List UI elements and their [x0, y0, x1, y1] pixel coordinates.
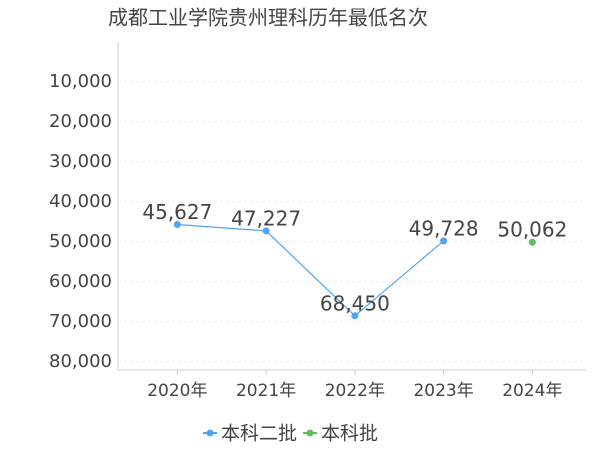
- data-label: 68,450: [320, 291, 390, 315]
- x-tick-label: 2020年: [147, 381, 207, 401]
- data-label: 50,062: [497, 218, 567, 242]
- point: [173, 221, 181, 229]
- x-tick-label: 2023年: [413, 381, 473, 401]
- y-tick-label: 50,000: [49, 231, 112, 252]
- x-tick-label: 2021年: [236, 381, 296, 401]
- y-tick-label: 30,000: [49, 151, 112, 172]
- point: [440, 237, 448, 245]
- x-tick-label: 2024年: [502, 381, 562, 401]
- data-label: 49,728: [409, 216, 479, 240]
- y-tick-label: 80,000: [49, 351, 112, 372]
- x-tick-label: 2022年: [325, 381, 385, 401]
- legend-label: 本科二批: [221, 423, 297, 445]
- legend-marker: [306, 429, 314, 437]
- legend-marker: [206, 429, 214, 437]
- point: [262, 227, 270, 235]
- legend-label: 本科批: [321, 423, 378, 445]
- point: [528, 238, 536, 246]
- y-tick-label: 60,000: [49, 271, 112, 292]
- y-tick-label: 20,000: [49, 111, 112, 132]
- line: [177, 223, 445, 317]
- y-tick-label: 10,000: [49, 71, 112, 92]
- data-label: 45,627: [142, 200, 212, 224]
- chart-title: 成都工业学院贵州理科历年最低名次: [108, 6, 428, 30]
- y-tick-label: 70,000: [49, 311, 112, 332]
- point: [351, 312, 359, 320]
- data-label: 47,227: [231, 206, 301, 230]
- y-tick-label: 40,000: [49, 191, 112, 212]
